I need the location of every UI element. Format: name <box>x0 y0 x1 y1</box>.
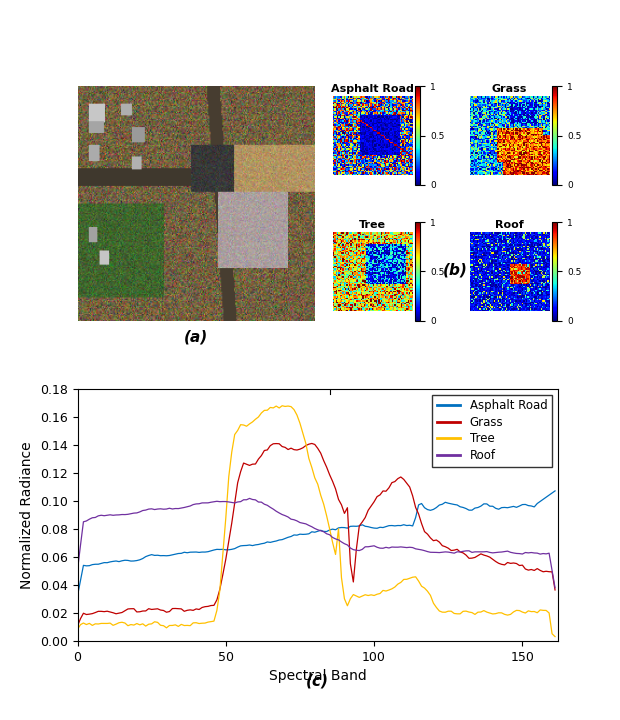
Line: Grass: Grass <box>78 444 555 626</box>
Title: Tree: Tree <box>359 220 386 230</box>
Tree <box>459 607 467 616</box>
Tree <box>278 402 286 410</box>
Asphalt Road <box>231 544 239 553</box>
Line: Roof: Roof <box>78 498 555 588</box>
Asphalt Road <box>453 500 461 509</box>
Roof <box>246 494 253 503</box>
Roof <box>231 499 239 508</box>
Asphalt Road <box>551 487 559 495</box>
Tree <box>228 448 236 456</box>
Roof <box>74 566 81 575</box>
Grass <box>551 585 559 594</box>
Asphalt Road <box>74 592 81 600</box>
Tree <box>551 632 559 641</box>
Y-axis label: Normalized Radiance: Normalized Radiance <box>20 441 34 588</box>
Roof <box>391 543 399 552</box>
Grass <box>228 519 236 528</box>
Grass <box>391 477 399 486</box>
Asphalt Road <box>388 521 396 530</box>
Grass <box>115 609 123 618</box>
Roof <box>456 548 464 557</box>
Roof <box>115 510 123 519</box>
Text: (b): (b) <box>443 263 468 278</box>
Tree <box>74 625 81 634</box>
Title: Roof: Roof <box>495 220 523 230</box>
Legend: Asphalt Road, Grass, Tree, Roof: Asphalt Road, Grass, Tree, Roof <box>432 395 552 467</box>
Grass <box>231 499 239 508</box>
Tree <box>231 431 239 439</box>
Asphalt Road <box>115 557 123 566</box>
Tree <box>115 618 123 627</box>
Line: Asphalt Road: Asphalt Road <box>78 491 555 596</box>
Text: (c): (c) <box>306 674 329 688</box>
Asphalt Road <box>228 545 236 554</box>
Tree <box>456 610 464 618</box>
Asphalt Road <box>456 503 464 511</box>
Roof <box>551 583 559 592</box>
Grass <box>459 549 467 557</box>
Grass <box>74 621 81 630</box>
X-axis label: Spectral Band: Spectral Band <box>269 669 366 683</box>
Text: (a): (a) <box>184 330 208 345</box>
Title: Asphalt Road: Asphalt Road <box>330 84 414 94</box>
Tree <box>391 582 399 591</box>
Line: Tree: Tree <box>78 406 555 636</box>
Roof <box>228 498 236 507</box>
Roof <box>459 547 467 556</box>
Grass <box>456 548 464 557</box>
Title: Grass: Grass <box>492 84 527 94</box>
Grass <box>308 439 316 448</box>
